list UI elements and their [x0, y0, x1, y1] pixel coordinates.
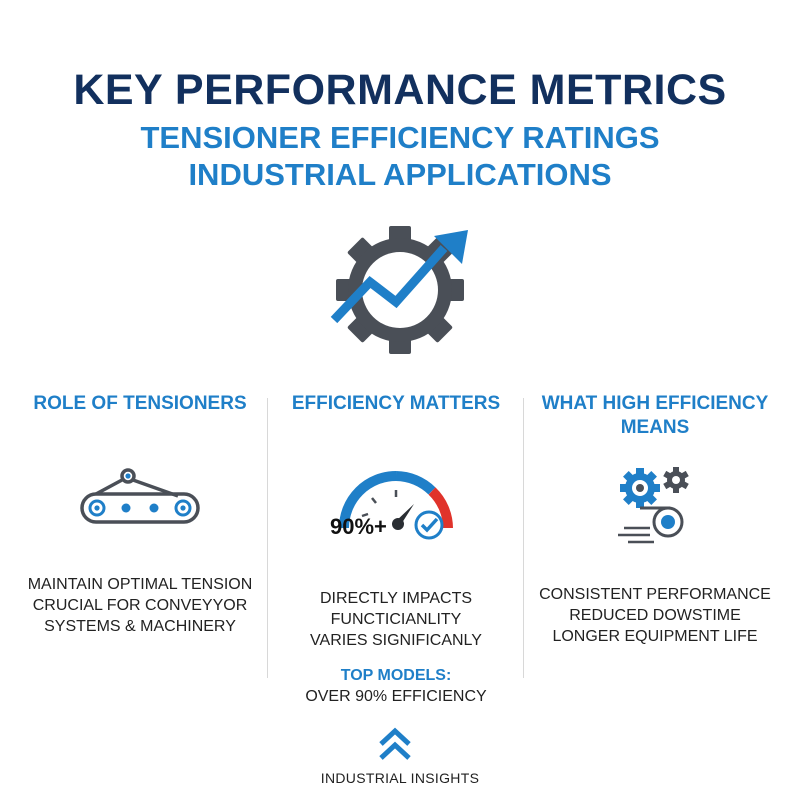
- page-title: KEY PERFORMANCE METRICS: [73, 66, 727, 114]
- column-high-efficiency-means: WHAT HIGH EFFICIENCY MEANS: [530, 392, 780, 647]
- heading-line: MEANS: [620, 417, 690, 438]
- column-description: DIRECTLY IMPACTS FUNCTICIANLITY VARIES S…: [274, 588, 518, 651]
- gears-in-motion-icon: [618, 467, 689, 544]
- column-role-of-tensioners: ROLE OF TENSIONERS MAINTAIN OPTIMAL TENS…: [20, 392, 260, 637]
- gauge-icon: [339, 471, 453, 530]
- column-heading: ROLE OF TENSIONERS: [33, 393, 247, 414]
- column-divider: [523, 398, 524, 678]
- description-line: DIRECTLY IMPACTS: [319, 590, 473, 607]
- top-models-label: TOP MODELS:: [340, 667, 452, 684]
- double-chevron-up-icon: [379, 727, 411, 760]
- column-heading: WHAT HIGH EFFICIENCY MEANS: [530, 392, 780, 440]
- top-models-value: OVER 90% EFFICIENCY: [305, 688, 487, 705]
- column-description: CONSISTENT PERFORMANCE REDUCED DOWSTIME …: [530, 584, 780, 647]
- description-line: CRUCIAL FOR CONVEYYOR: [32, 597, 248, 614]
- description-line: LONGER EQUIPMENT LIFE: [552, 628, 758, 645]
- column-efficiency-matters: EFFICIENCY MATTERS 90%+ DIRECTL: [274, 392, 518, 707]
- column-heading: EFFICIENCY MATTERS: [291, 393, 501, 414]
- heading-line: WHAT HIGH EFFICIENCY: [541, 393, 769, 414]
- column-description: MAINTAIN OPTIMAL TENSION CRUCIAL FOR CON…: [20, 574, 260, 637]
- gauge-value: 90%+: [330, 514, 387, 539]
- description-line: VARIES SIGNIFICANLY: [310, 632, 482, 649]
- page-subtitle-secondary: INDUSTRIAL APPLICATIONS: [188, 157, 612, 192]
- page-subtitle-primary: TENSIONER EFFICIENCY RATINGS: [140, 120, 660, 155]
- column-divider: [267, 398, 268, 678]
- efficiency-gauge: 90%+: [296, 446, 496, 556]
- brand-name: INDUSTRIAL INSIGHTS: [320, 770, 480, 786]
- description-line: CONSISTENT PERFORMANCE: [539, 586, 771, 603]
- description-line: FUNCTICIANLITY: [330, 611, 462, 628]
- description-line: REDUCED DOWSTIME: [569, 607, 741, 624]
- gear-with-rising-arrow-icon: [330, 226, 468, 354]
- conveyor-belt-icon: [80, 468, 200, 524]
- description-line: MAINTAIN OPTIMAL TENSION: [27, 576, 253, 593]
- description-line: SYSTEMS & MACHINERY: [44, 618, 236, 635]
- check-circle-icon: [414, 510, 444, 540]
